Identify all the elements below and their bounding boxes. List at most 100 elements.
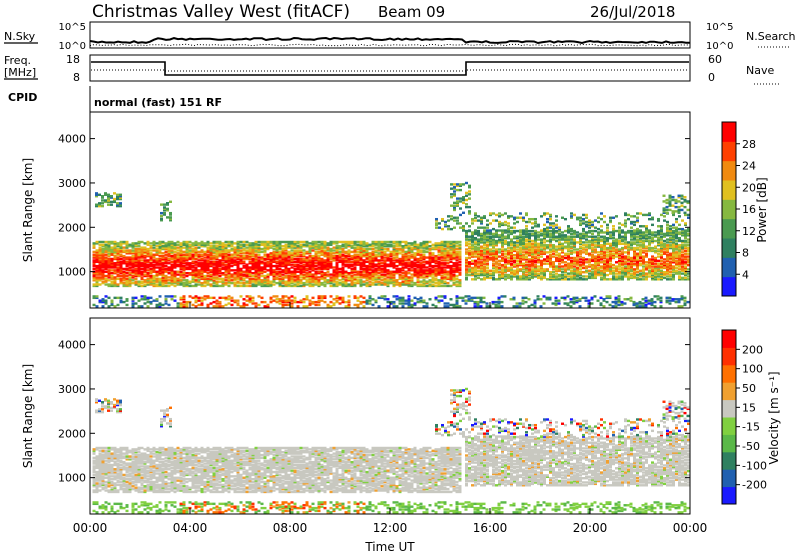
power-cell	[267, 254, 270, 256]
power-cell	[153, 263, 156, 265]
power-cell	[243, 252, 246, 254]
power-cell	[105, 254, 108, 256]
power-cell	[492, 270, 495, 272]
power-cell	[447, 225, 450, 227]
power-cell	[267, 273, 270, 275]
power-cell	[357, 271, 360, 273]
power-cell	[417, 283, 420, 285]
power-cell	[642, 278, 645, 280]
power-cell	[483, 255, 486, 257]
power-cell	[132, 269, 135, 271]
power-cell	[102, 241, 105, 243]
power-cell	[369, 252, 372, 254]
power-cell	[297, 271, 300, 273]
power-cell	[438, 226, 441, 228]
power-cell	[678, 275, 681, 277]
power-cell	[216, 261, 219, 263]
power-cell	[354, 266, 357, 268]
power-cell	[213, 245, 216, 247]
power-cell	[291, 285, 294, 287]
power-cell	[129, 266, 132, 268]
power-cell	[606, 247, 609, 249]
nsky-trace	[90, 38, 690, 43]
power-cell	[402, 272, 405, 274]
power-cell	[576, 241, 579, 243]
power-cell	[540, 275, 543, 277]
power-cell	[621, 255, 624, 257]
power-cell	[501, 222, 504, 224]
power-cell	[516, 248, 519, 250]
power-cell	[486, 270, 489, 272]
power-cell	[534, 255, 537, 257]
power-cell	[291, 263, 294, 265]
power-cell	[279, 251, 282, 253]
power-cell	[429, 279, 432, 281]
power-cell	[459, 214, 462, 216]
power-cell	[399, 268, 402, 270]
power-cell	[513, 260, 516, 262]
power-cell	[582, 233, 585, 235]
power-cell	[153, 241, 156, 243]
power-cell	[321, 241, 324, 243]
power-cell	[645, 250, 648, 252]
power-cell	[528, 221, 531, 223]
power-cell	[567, 236, 570, 238]
power-cell	[375, 276, 378, 278]
power-cell	[534, 260, 537, 262]
power-cell	[681, 265, 684, 267]
power-cell	[96, 241, 99, 243]
power-cell	[648, 236, 651, 238]
power-cell	[501, 253, 504, 255]
power-cell	[621, 243, 624, 245]
power-cell	[192, 242, 195, 244]
power-cell	[369, 272, 372, 274]
power-cell	[588, 270, 591, 272]
power-cell	[504, 240, 507, 242]
power-cell	[417, 263, 420, 265]
power-cell	[273, 241, 276, 243]
power-cell	[291, 271, 294, 273]
power-cell	[264, 254, 267, 256]
power-cell	[429, 245, 432, 247]
nsky-tick-bottom: 10^0	[59, 41, 86, 52]
power-cell	[579, 261, 582, 263]
power-cell	[363, 268, 366, 270]
power-cell	[657, 278, 660, 280]
power-cell	[618, 253, 621, 255]
power-cell	[264, 271, 267, 273]
power-cell	[447, 265, 450, 267]
power-cell	[423, 241, 426, 243]
power-cell	[156, 278, 159, 280]
power-cell	[591, 271, 594, 273]
power-cell	[432, 269, 435, 271]
power-cell	[474, 278, 477, 280]
power-cell	[183, 276, 186, 278]
power-cell	[429, 248, 432, 250]
power-cell	[516, 236, 519, 238]
power-cell	[195, 258, 198, 260]
power-cell	[378, 281, 381, 283]
power-cell	[240, 244, 243, 246]
power-cell	[450, 218, 453, 220]
power-cell	[327, 279, 330, 281]
power-cell	[429, 241, 432, 243]
power-cell	[522, 229, 525, 231]
power-cell	[654, 262, 657, 264]
power-cell	[468, 236, 471, 238]
power-cell	[498, 234, 501, 236]
power-cell	[279, 259, 282, 261]
power-cell	[564, 257, 567, 259]
power-cell	[231, 279, 234, 281]
power-cell	[348, 276, 351, 278]
power-cell	[354, 276, 357, 278]
power-cell	[189, 249, 192, 251]
power-cell	[156, 271, 159, 273]
power-cell	[444, 269, 447, 271]
power-cell	[444, 276, 447, 278]
power-cell	[105, 256, 108, 258]
power-cell	[504, 212, 507, 214]
power-cell	[177, 278, 180, 280]
power-cell	[195, 246, 198, 248]
power-cell	[444, 224, 447, 226]
power-cell	[510, 275, 513, 277]
